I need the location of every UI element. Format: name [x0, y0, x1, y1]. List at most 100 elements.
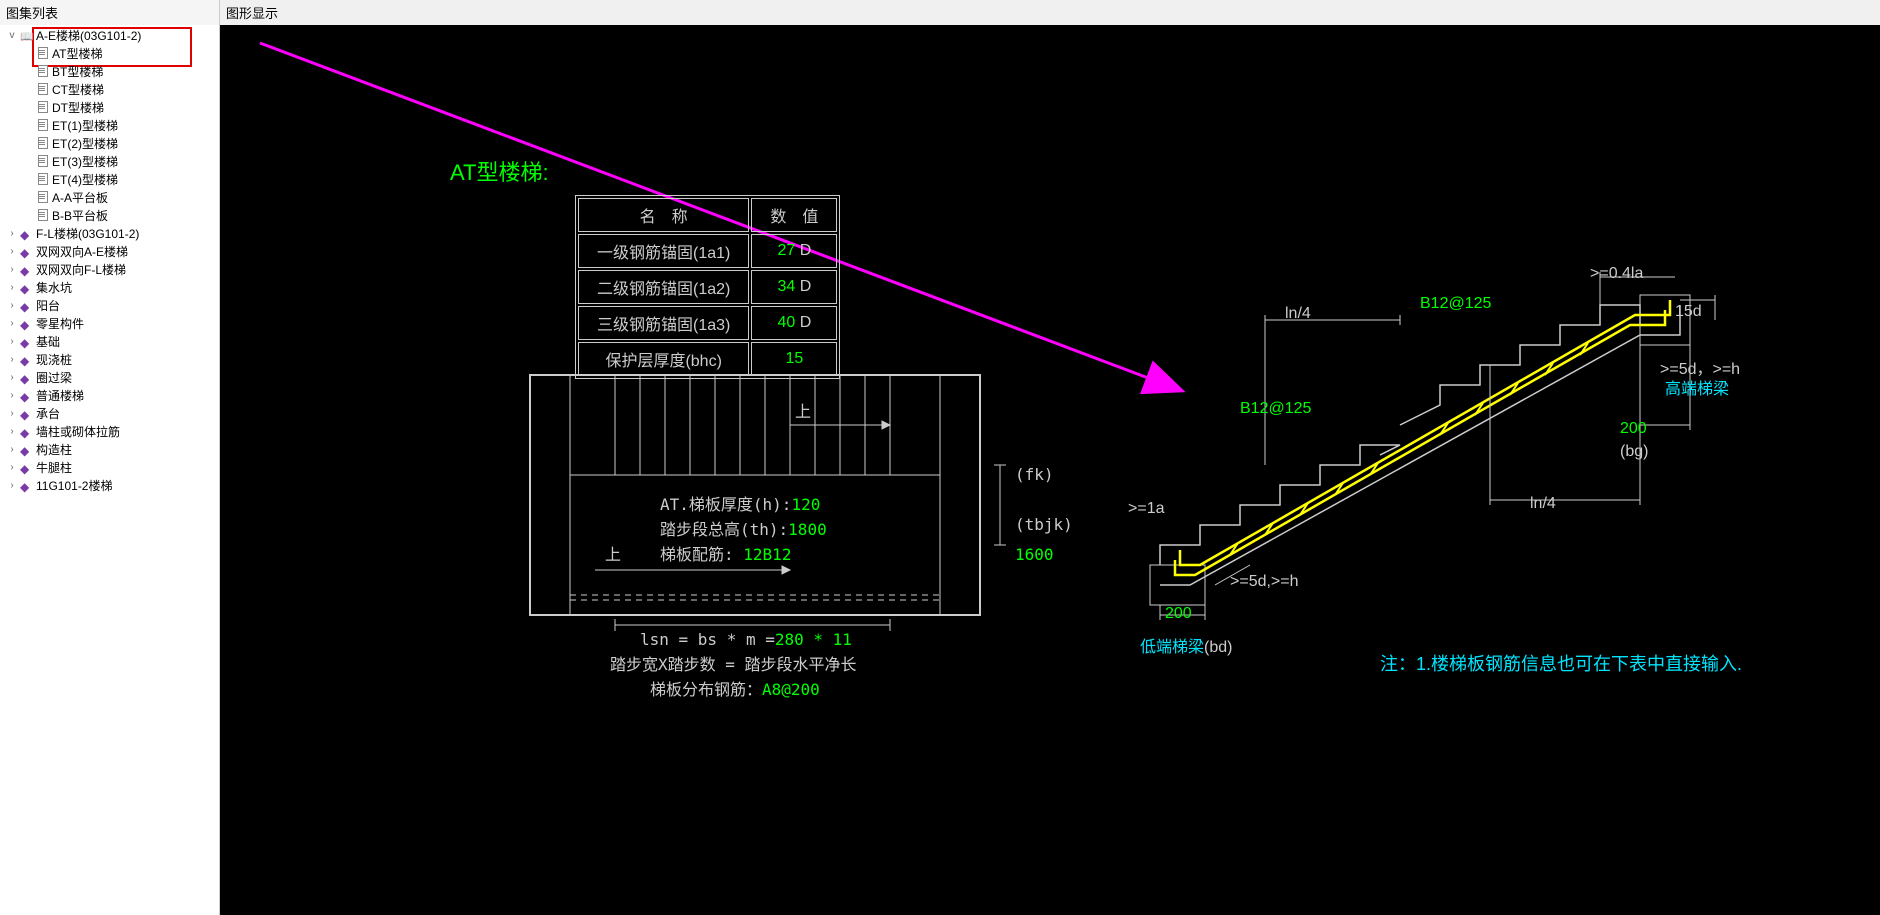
caret-icon[interactable]: ›	[6, 279, 18, 297]
tree-label: ET(1)型楼梯	[52, 117, 118, 135]
tree-item[interactable]: ›基础	[4, 333, 219, 351]
tree-item[interactable]: › 集水坑	[4, 279, 219, 297]
section-view	[1120, 265, 1780, 685]
dim-label: 15d	[1675, 303, 1702, 321]
dim-label: >=1a	[1128, 500, 1164, 518]
left-panel: 图集列表 v A-E楼梯(03G101-2) AT型楼梯 BT型楼梯 CT型楼梯…	[0, 0, 220, 915]
tree-label: 集水坑	[36, 279, 72, 297]
tree-item[interactable]: ›现浇桩	[4, 351, 219, 369]
caret-icon[interactable]: ›	[6, 477, 18, 495]
svg-text:梯板分布钢筋：A8@200: 梯板分布钢筋：A8@200	[650, 680, 820, 699]
tree-item[interactable]: ›阳台	[4, 297, 219, 315]
caret-icon[interactable]: ›	[6, 315, 18, 333]
tree-item[interactable]: ›圈过梁	[4, 369, 219, 387]
doc-icon	[36, 138, 50, 150]
caret-icon[interactable]: ›	[6, 387, 18, 405]
caret-icon[interactable]: ›	[6, 369, 18, 387]
doc-icon	[36, 120, 50, 132]
caret-icon[interactable]: ›	[6, 351, 18, 369]
svg-text:上: 上	[605, 545, 621, 564]
tree-label: 11G101-2楼梯	[36, 477, 112, 495]
caret-icon[interactable]: ›	[6, 441, 18, 459]
dim-label: ln/4	[1530, 495, 1556, 513]
tree-view[interactable]: v A-E楼梯(03G101-2) AT型楼梯 BT型楼梯 CT型楼梯 DT型楼…	[0, 25, 219, 915]
book-icon	[20, 372, 34, 384]
tree-item[interactable]: CT型楼梯	[20, 81, 219, 99]
param-name: 三级钢筋锚固(1a3)	[578, 306, 749, 340]
svg-text:踏步宽X踏步数 = 踏步段水平净长: 踏步宽X踏步数 = 踏步段水平净长	[610, 655, 857, 674]
dim-label: >=5d,>=h	[1230, 573, 1299, 591]
tree-item[interactable]: › 双网双向A-E楼梯	[4, 243, 219, 261]
diagram-title: AT型楼梯:	[450, 155, 549, 187]
plan-view: 上 上 AT.梯板厚度(h):120 踏步段总高(th):1800 梯板配筋: …	[510, 365, 1070, 725]
doc-icon	[36, 66, 50, 78]
param-table: 名 称数 值 一级钢筋锚固(1a1)27 D 二级钢筋锚固(1a2)34 D 三…	[575, 195, 840, 379]
tree-item[interactable]: DT型楼梯	[20, 99, 219, 117]
tree-item[interactable]: › 牛腿柱	[4, 459, 219, 477]
dim-value: 200	[1620, 420, 1647, 438]
caret-icon[interactable]: ›	[6, 243, 18, 261]
book-icon	[20, 480, 34, 492]
tree-item[interactable]: ET(4)型楼梯	[20, 171, 219, 189]
svg-text:lsn = bs * m =280 * 11: lsn = bs * m =280 * 11	[640, 630, 852, 649]
book-open-icon	[20, 30, 34, 42]
tree-item[interactable]: ET(3)型楼梯	[20, 153, 219, 171]
svg-text:上: 上	[795, 402, 811, 421]
tree-label: 承台	[36, 405, 60, 423]
caret-icon[interactable]: ›	[6, 423, 18, 441]
tree-label: A-A平台板	[52, 189, 108, 207]
dim-value: 200	[1165, 605, 1192, 623]
tree-label: 牛腿柱	[36, 459, 72, 477]
tree-item[interactable]: › 零星构件	[4, 315, 219, 333]
tree-label: F-L楼梯(03G101-2)	[36, 225, 139, 243]
tree-item[interactable]: ET(1)型楼梯	[20, 117, 219, 135]
tree-label: 双网双向A-E楼梯	[36, 243, 128, 261]
tree-item[interactable]: ›双网双向F-L楼梯	[4, 261, 219, 279]
param-value: 34 D	[751, 270, 837, 304]
caret-icon[interactable]: ›	[6, 261, 18, 279]
note-text: 注：1.楼梯板钢筋信息也可在下表中直接输入.	[1380, 650, 1742, 676]
doc-icon	[36, 48, 50, 60]
tree-item[interactable]: A-A平台板	[20, 189, 219, 207]
tree-item[interactable]: AT型楼梯	[20, 45, 219, 63]
tree-label: A-E楼梯(03G101-2)	[36, 27, 141, 45]
book-icon	[20, 228, 34, 240]
tree-item[interactable]: › 普通楼梯	[4, 387, 219, 405]
tree-node-root[interactable]: v A-E楼梯(03G101-2)	[4, 27, 219, 45]
book-icon	[20, 282, 34, 294]
app-root: 图集列表 v A-E楼梯(03G101-2) AT型楼梯 BT型楼梯 CT型楼梯…	[0, 0, 1880, 915]
caret-icon[interactable]: v	[6, 27, 18, 45]
doc-icon	[36, 102, 50, 114]
dim-label: ln/4	[1285, 305, 1311, 323]
svg-text:AT.梯板厚度(h):120: AT.梯板厚度(h):120	[660, 495, 820, 514]
book-icon	[20, 408, 34, 420]
tree-label: 墙柱或砌体拉筋	[36, 423, 120, 441]
caret-icon[interactable]: ›	[6, 225, 18, 243]
th-name: 名 称	[578, 198, 749, 232]
tree-item[interactable]: BT型楼梯	[20, 63, 219, 81]
tree-label: 普通楼梯	[36, 387, 84, 405]
tree-label: ET(4)型楼梯	[52, 171, 118, 189]
tree-label: 零星构件	[36, 315, 84, 333]
beam-label: 高端梯梁	[1665, 375, 1729, 399]
tree-item[interactable]: › 承台	[4, 405, 219, 423]
tree-item[interactable]: › 墙柱或砌体拉筋	[4, 423, 219, 441]
tree-item[interactable]: › 11G101-2楼梯	[4, 477, 219, 495]
drawing-canvas[interactable]: AT型楼梯: 名 称数 值 一级钢筋锚固(1a1)27 D 二级钢筋锚固(1a2…	[220, 25, 1880, 915]
dim-label: (bg)	[1620, 443, 1648, 461]
tree-item[interactable]: B-B平台板	[20, 207, 219, 225]
tree-item[interactable]: › F-L楼梯(03G101-2)	[4, 225, 219, 243]
tree-label: B-B平台板	[52, 207, 108, 225]
tree-item[interactable]: ET(2)型楼梯	[20, 135, 219, 153]
rebar-label: B12@125	[1240, 400, 1311, 418]
book-icon	[20, 354, 34, 366]
tree-item[interactable]: ›构造柱	[4, 441, 219, 459]
tree-label: ET(3)型楼梯	[52, 153, 118, 171]
svg-text:梯板配筋: 12B12: 梯板配筋: 12B12	[660, 545, 791, 564]
canvas-title: 图形显示	[220, 0, 1880, 25]
caret-icon[interactable]: ›	[6, 459, 18, 477]
caret-icon[interactable]: ›	[6, 405, 18, 423]
caret-icon[interactable]: ›	[6, 297, 18, 315]
book-icon	[20, 300, 34, 312]
caret-icon[interactable]: ›	[6, 333, 18, 351]
